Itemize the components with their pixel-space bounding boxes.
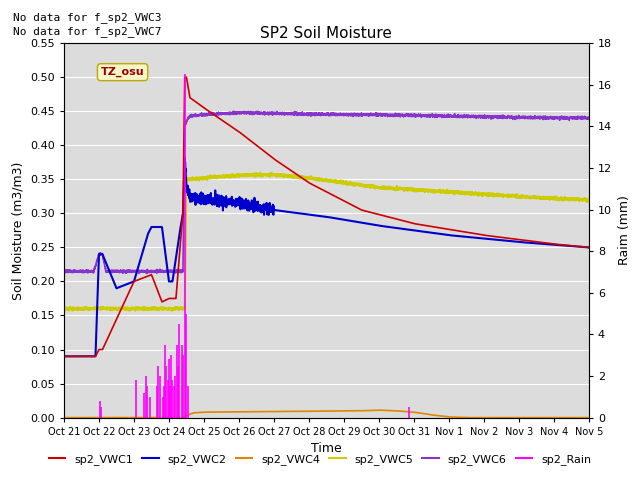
sp2_VWC6 [230,108,237,114]
Text: No data for f_sp2_VWC7: No data for f_sp2_VWC7 [13,26,161,37]
Y-axis label: Soil Moisture (m3/m3): Soil Moisture (m3/m3) [12,161,25,300]
sp2_VWC1 [207,109,214,115]
sp2_VWC5 [387,185,395,191]
sp2_VWC4 [60,415,68,420]
sp2_VWC4 [173,415,180,420]
sp2_VWC4 [375,407,383,413]
sp2_VWC2 [535,240,543,246]
Line: sp2_VWC1: sp2_VWC1 [64,77,589,356]
sp2_VWC4 [378,408,385,413]
sp2_VWC5 [378,184,385,190]
sp2_VWC5 [131,308,139,313]
sp2_VWC6 [536,115,543,120]
sp2_VWC6 [387,112,395,118]
sp2_VWC6 [173,268,180,274]
Line: sp2_VWC6: sp2_VWC6 [64,111,589,274]
sp2_VWC2 [181,155,189,161]
sp2_VWC1 [173,290,180,296]
Text: No data for f_sp2_VWC3: No data for f_sp2_VWC3 [13,12,161,23]
sp2_VWC2 [207,198,214,204]
sp2_VWC6 [143,271,150,276]
Line: sp2_VWC2: sp2_VWC2 [64,158,589,356]
sp2_VWC6 [585,115,593,120]
sp2_VWC2 [60,353,68,359]
sp2_VWC2 [585,244,593,250]
sp2_VWC4 [387,408,394,413]
sp2_VWC1 [535,239,543,245]
sp2_VWC6 [60,268,68,274]
Line: sp2_VWC4: sp2_VWC4 [64,410,589,418]
sp2_VWC1 [585,244,593,250]
sp2_VWC5 [207,175,214,180]
X-axis label: Time: Time [311,442,342,455]
Title: SP2 Soil Moisture: SP2 Soil Moisture [260,25,392,41]
Line: sp2_VWC5: sp2_VWC5 [64,173,589,311]
sp2_VWC4 [585,415,593,420]
sp2_VWC5 [256,170,264,176]
sp2_VWC4 [585,415,593,420]
sp2_VWC2 [387,224,394,230]
sp2_VWC1 [585,244,593,250]
sp2_VWC1 [181,74,189,80]
sp2_VWC1 [378,212,385,218]
sp2_VWC5 [173,305,180,311]
sp2_VWC2 [173,252,180,257]
Text: TZ_osu: TZ_osu [100,67,145,77]
sp2_VWC6 [207,112,214,118]
sp2_VWC6 [378,113,385,119]
sp2_VWC4 [535,415,543,420]
sp2_VWC5 [60,306,68,312]
sp2_VWC1 [60,353,68,359]
Legend: sp2_VWC1, sp2_VWC2, sp2_VWC4, sp2_VWC5, sp2_VWC6, sp2_Rain: sp2_VWC1, sp2_VWC2, sp2_VWC4, sp2_VWC5, … [44,450,596,469]
sp2_VWC5 [585,197,593,203]
sp2_VWC2 [585,244,593,250]
sp2_VWC6 [585,115,593,121]
sp2_VWC4 [207,409,214,415]
Y-axis label: Raim (mm): Raim (mm) [618,195,630,265]
sp2_VWC1 [387,215,394,220]
sp2_VWC5 [536,194,543,200]
sp2_VWC2 [378,223,385,229]
sp2_VWC5 [585,197,593,203]
